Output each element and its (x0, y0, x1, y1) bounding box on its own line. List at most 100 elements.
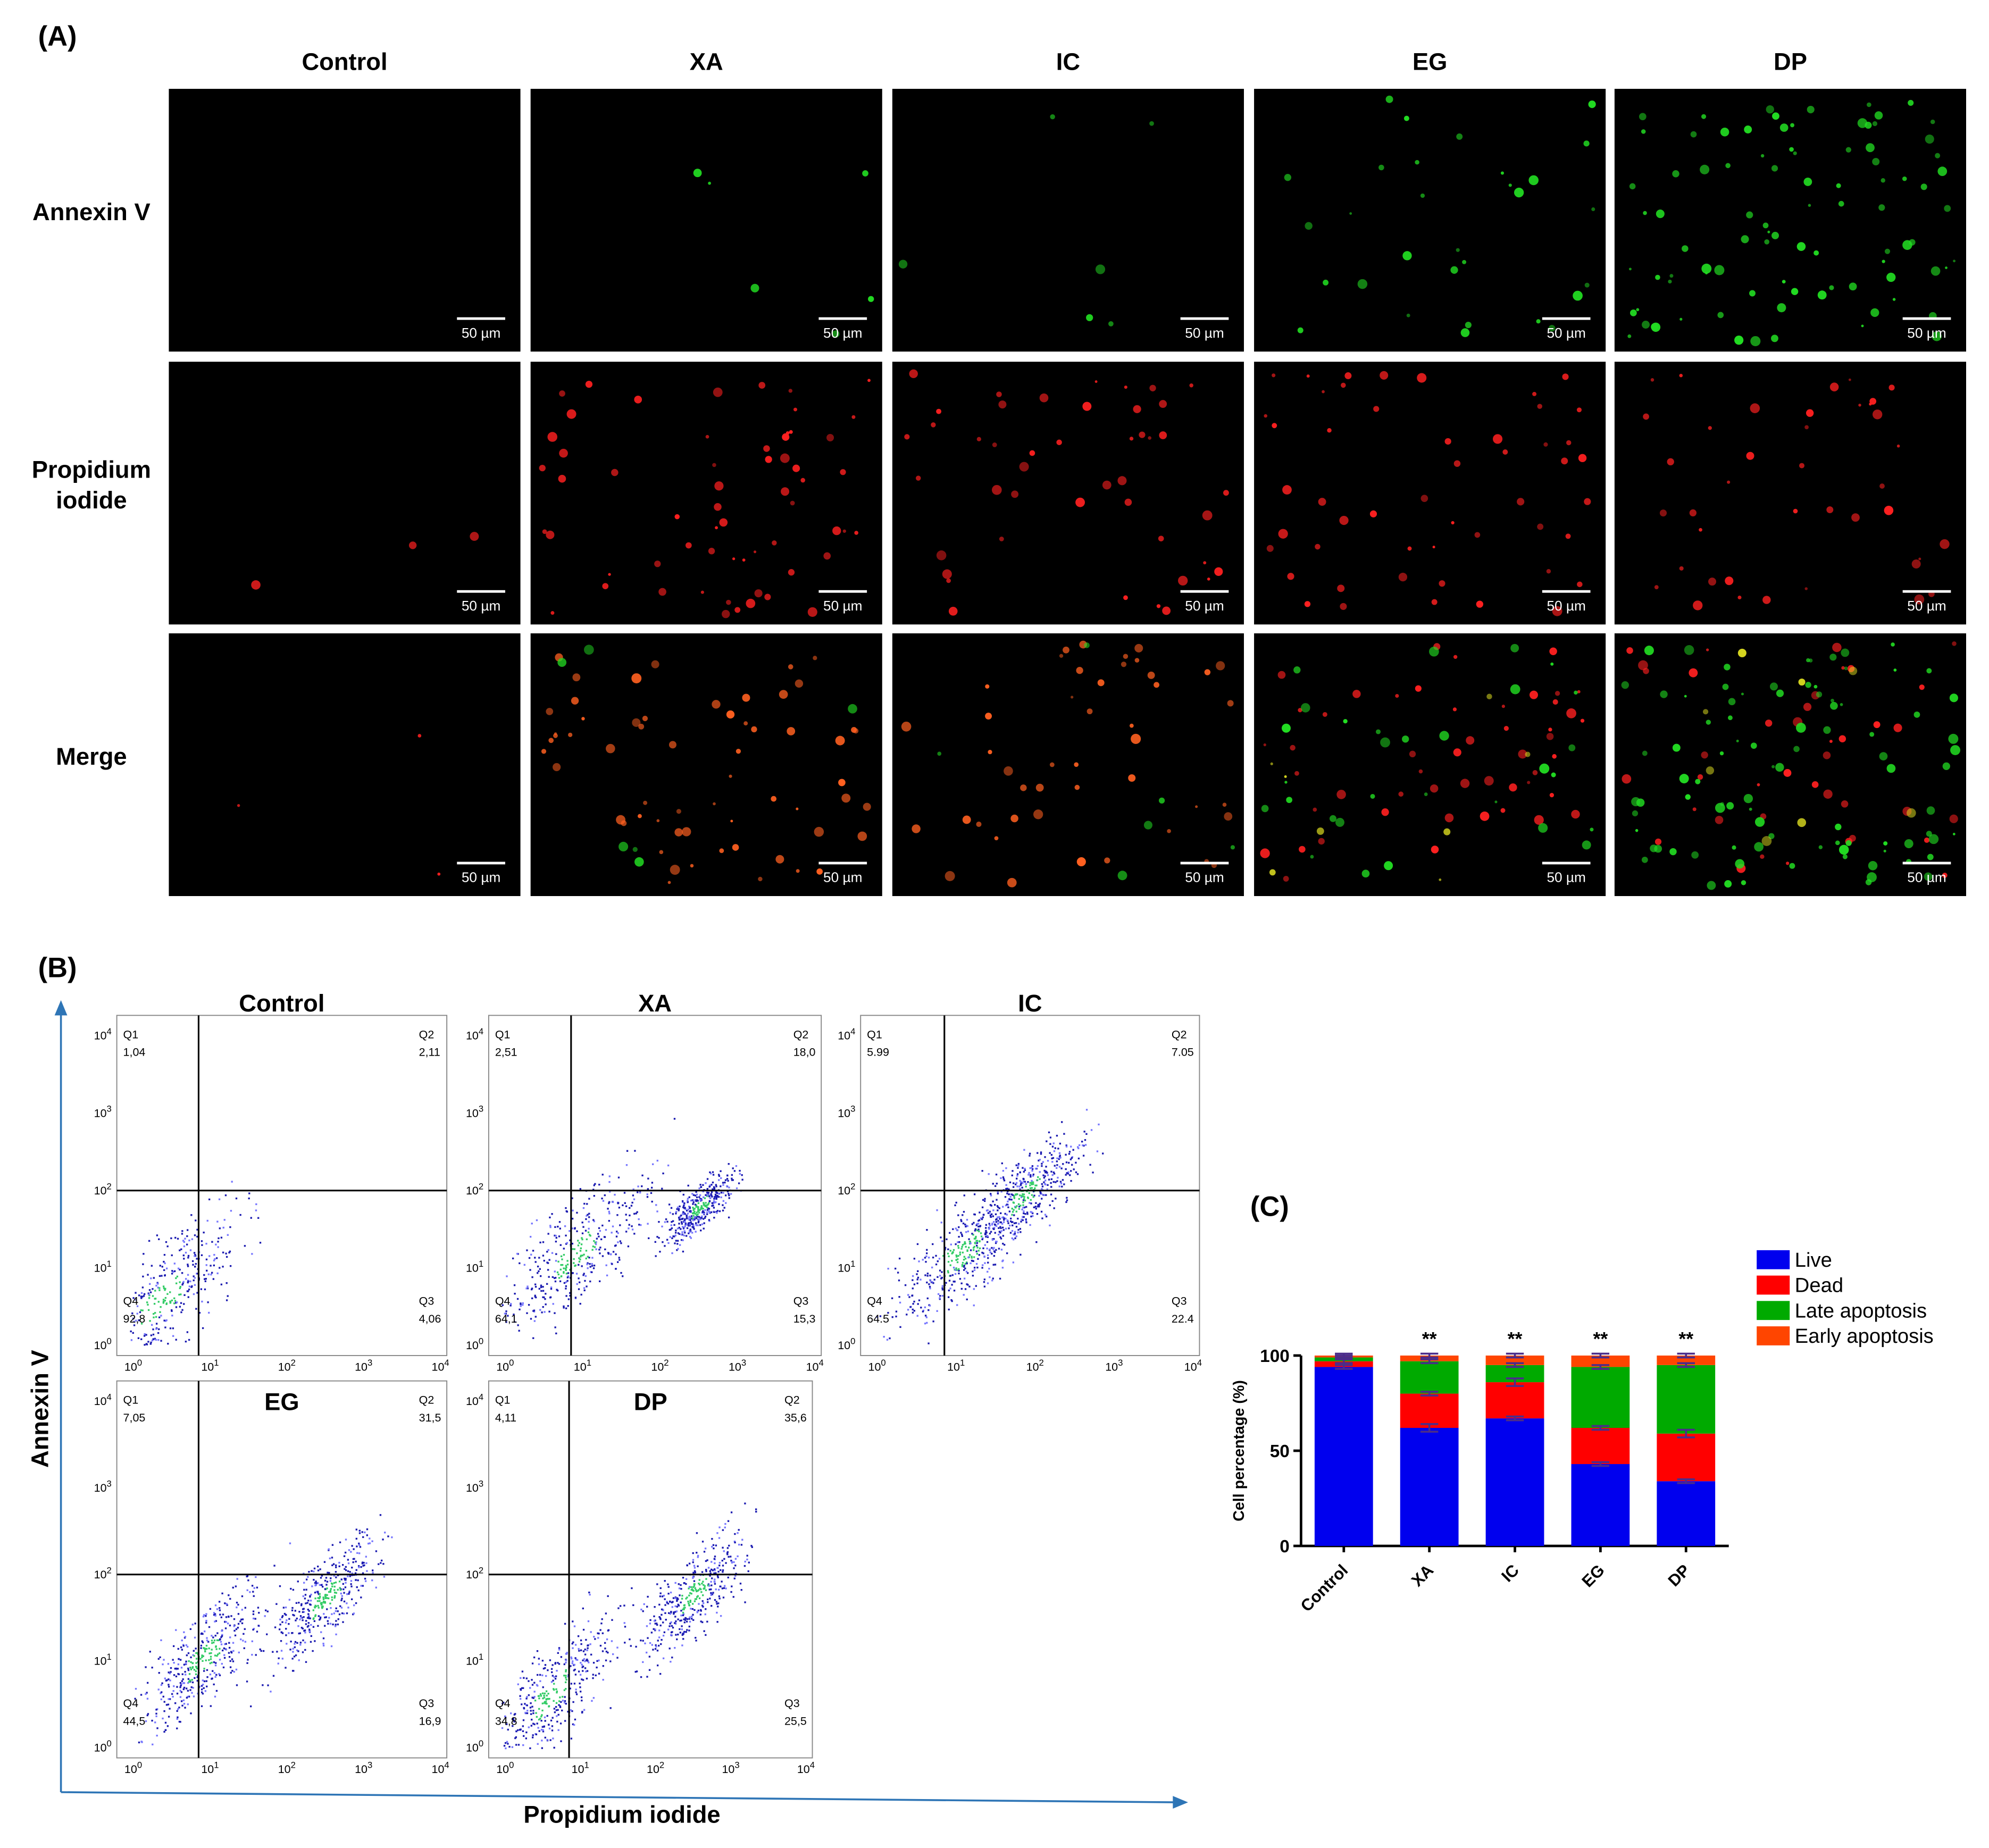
event-dot (721, 1581, 723, 1583)
event-dot (183, 1686, 186, 1689)
event-dot (682, 1213, 684, 1215)
cell-signal (1931, 266, 1941, 276)
event-dot (985, 1224, 988, 1226)
cell-signal (1804, 587, 1808, 590)
event-dot (281, 1615, 284, 1617)
event-dot (718, 1595, 720, 1598)
event-dot (172, 1327, 174, 1329)
event-dot (667, 1612, 670, 1614)
event-dot (555, 1702, 558, 1704)
cell-signal (1117, 871, 1127, 881)
event-dot (184, 1636, 187, 1638)
cell-signal (1851, 513, 1860, 522)
cell-signal (1361, 869, 1370, 878)
event-dot (202, 1693, 204, 1695)
event-dot (296, 1649, 298, 1651)
event-dot (350, 1583, 352, 1585)
cell-signal (1424, 792, 1428, 796)
event-dot (689, 1235, 691, 1238)
event-dot (987, 1235, 989, 1237)
event-dot (982, 1252, 984, 1255)
event-dot (1051, 1157, 1053, 1160)
event-dot (530, 1725, 533, 1727)
x-tick-label: 103 (355, 1358, 372, 1374)
event-dot (1038, 1206, 1040, 1208)
event-dot (594, 1246, 596, 1248)
event-dot (322, 1637, 325, 1640)
event-dot (154, 1298, 157, 1300)
event-dot (912, 1275, 914, 1277)
event-dot (722, 1184, 724, 1186)
event-dot (985, 1235, 987, 1238)
event-dot (208, 1255, 211, 1257)
tick-base: 10 (651, 1361, 664, 1374)
event-dot (1012, 1224, 1014, 1226)
event-dot (303, 1588, 305, 1591)
micrograph-background (1254, 633, 1606, 896)
event-dot (519, 1262, 521, 1265)
y-tick-label: 100 (466, 1738, 483, 1754)
event-dot (539, 1718, 541, 1720)
cell-signal (1765, 720, 1773, 727)
event-dot (531, 1736, 534, 1738)
event-dot (206, 1219, 208, 1222)
event-dot (561, 1709, 563, 1712)
event-dot (544, 1736, 546, 1739)
error-bar (1677, 1352, 1695, 1359)
event-dot (557, 1225, 559, 1228)
event-dot (140, 1694, 143, 1696)
event-dot (1031, 1182, 1033, 1184)
event-dot (147, 1682, 149, 1684)
event-dot (997, 1209, 999, 1211)
event-dot (207, 1301, 209, 1303)
event-dot (564, 1700, 566, 1702)
event-dot (732, 1179, 734, 1181)
event-dot (662, 1634, 665, 1637)
event-dot (990, 1213, 993, 1215)
event-dot (705, 1569, 707, 1571)
event-dot (164, 1274, 166, 1277)
cell-signal (470, 532, 479, 541)
event-dot (611, 1263, 613, 1265)
event-dot (724, 1181, 726, 1184)
event-dot (591, 1265, 594, 1267)
event-dot (935, 1263, 938, 1266)
event-dot (165, 1267, 168, 1269)
event-dot (691, 1608, 694, 1610)
flow-plot: ICQ15.99Q27.05Q322.4Q464.510010010110110… (838, 990, 1202, 1373)
event-dot (1002, 1229, 1005, 1231)
cell-signal (643, 800, 648, 805)
event-dot (998, 1216, 1000, 1218)
event-dot (147, 1292, 149, 1294)
event-dot (1056, 1160, 1058, 1163)
event-dot (689, 1620, 691, 1623)
event-dot (659, 1673, 662, 1675)
event-dot (154, 1337, 156, 1340)
event-dot (992, 1248, 995, 1250)
cell-signal (682, 827, 691, 837)
tick-exponent: 3 (479, 1104, 483, 1114)
event-dot (1009, 1195, 1012, 1198)
event-dot (190, 1712, 192, 1715)
quadrant-value: 7,05 (123, 1411, 146, 1424)
quadrant-name: Q2 (1172, 1028, 1187, 1041)
event-dot (358, 1565, 360, 1567)
event-dot (161, 1682, 163, 1684)
event-dot (682, 1608, 684, 1611)
event-dot (583, 1202, 586, 1205)
event-dot (149, 1651, 151, 1653)
event-dot (523, 1677, 525, 1679)
cell-signal (676, 809, 681, 814)
event-dot (180, 1646, 182, 1649)
event-dot (711, 1184, 713, 1186)
event-dot (523, 1708, 525, 1710)
event-dot (348, 1590, 351, 1592)
event-dot (1013, 1233, 1016, 1236)
event-dot (700, 1609, 702, 1611)
event-dot (322, 1644, 325, 1647)
tick-exponent: 0 (479, 1738, 483, 1749)
x-tick-label: Control (1297, 1561, 1352, 1616)
event-dot (177, 1716, 179, 1718)
event-dot (727, 1576, 729, 1579)
cell-signal (1381, 808, 1389, 816)
